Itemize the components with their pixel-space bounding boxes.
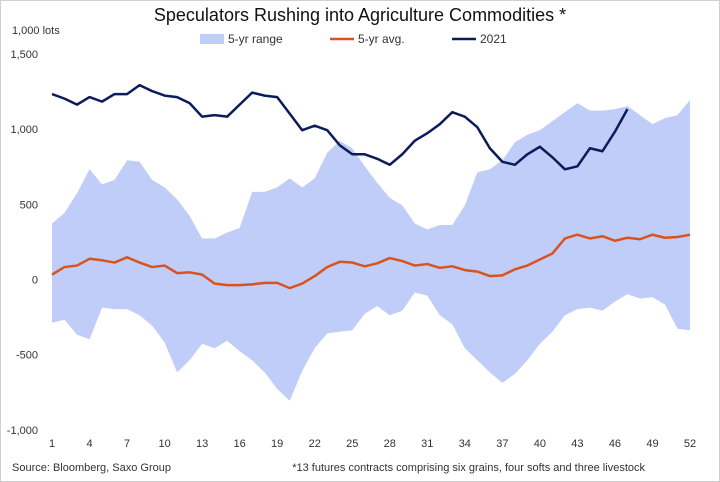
x-tick-label: 1: [49, 438, 55, 450]
y-tick-label: -1,000: [7, 425, 38, 437]
x-tick-label: 49: [646, 438, 658, 450]
x-tick-label: 31: [421, 438, 433, 450]
legend-label: 5-yr avg.: [358, 32, 405, 46]
x-tick-label: 7: [124, 438, 130, 450]
legend-label: 2021: [480, 32, 507, 46]
y-unit: 1,000 lots: [12, 25, 60, 37]
x-tick-label: 28: [384, 438, 396, 450]
x-tick-label: 19: [271, 438, 283, 450]
footnote: *13 futures contracts comprising six gra…: [292, 462, 645, 474]
y-tick-label: 500: [20, 199, 38, 211]
range-area: [52, 100, 690, 401]
y-tick-label: 0: [32, 275, 38, 287]
x-tick-label: 37: [496, 438, 508, 450]
x-tick-label: 10: [158, 438, 170, 450]
y-tick-label: 1,500: [10, 49, 38, 61]
x-tick-label: 43: [571, 438, 583, 450]
x-tick-label: 4: [86, 438, 92, 450]
x-tick-label: 40: [534, 438, 546, 450]
x-tick-label: 52: [684, 438, 696, 450]
legend-label: 5-yr range: [228, 32, 283, 46]
x-tick-label: 16: [234, 438, 246, 450]
x-tick-label: 13: [196, 438, 208, 450]
x-tick-label: 34: [459, 438, 471, 450]
y-tick-label: -500: [16, 350, 38, 362]
series-line: [51, 233, 691, 290]
x-tick-label: 22: [309, 438, 321, 450]
chart-title: Speculators Rushing into Agriculture Com…: [154, 5, 566, 25]
legend-swatch: [200, 34, 224, 44]
source: Source: Bloomberg, Saxo Group: [12, 462, 171, 474]
series-line: [51, 83, 629, 171]
y-tick-label: 1,000: [10, 124, 38, 136]
x-tick-label: 46: [609, 438, 621, 450]
x-tick-label: 25: [346, 438, 358, 450]
